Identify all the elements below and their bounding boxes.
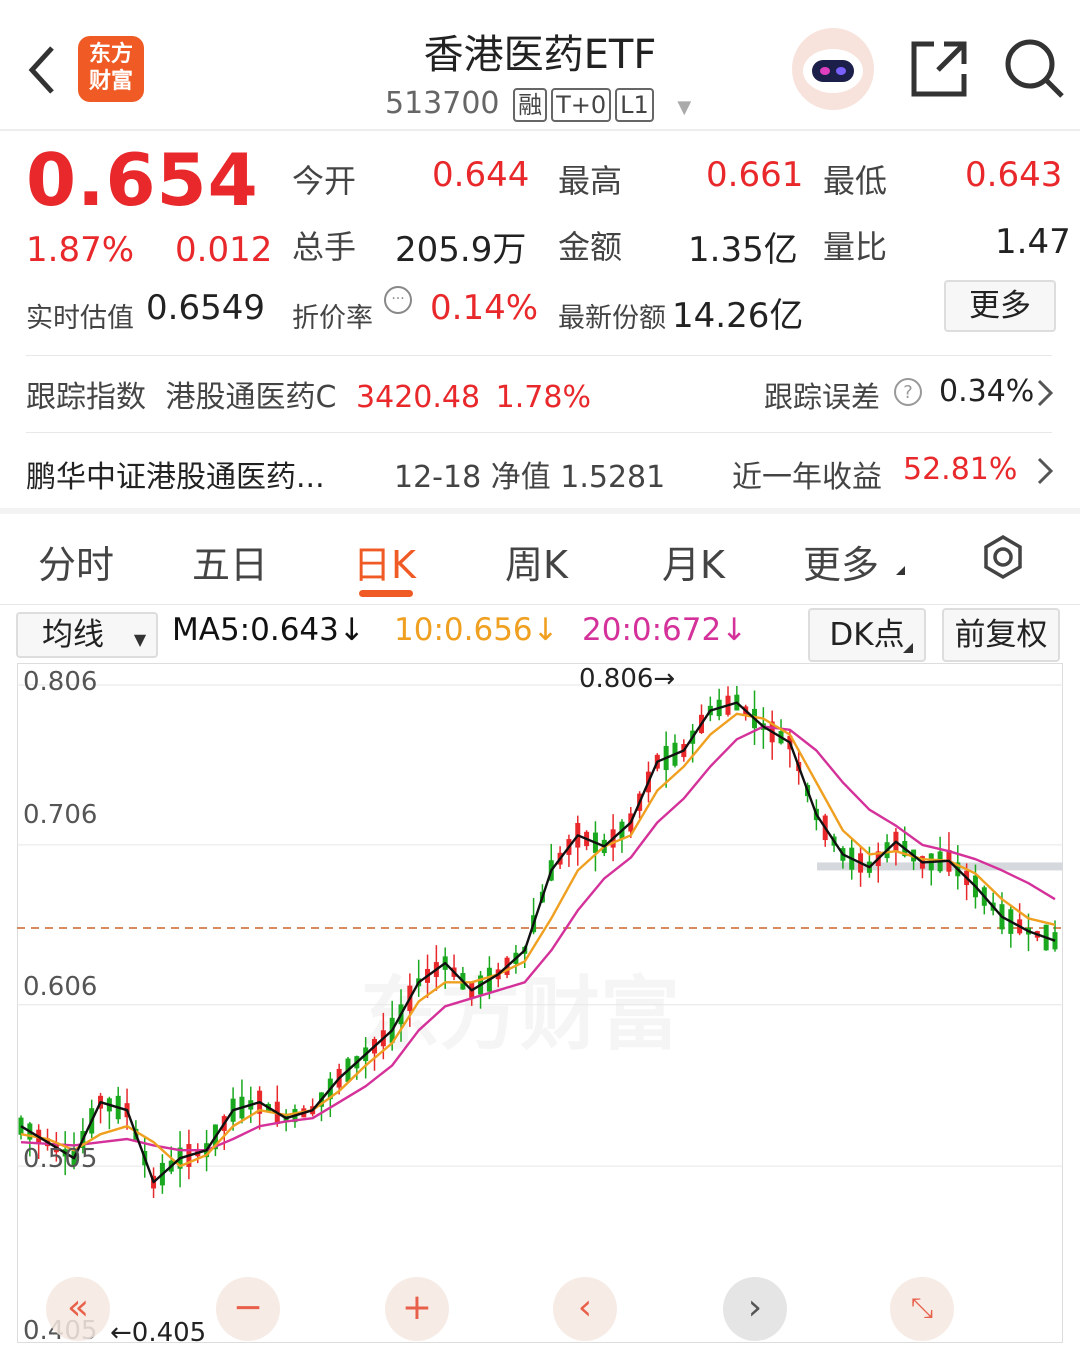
ma10-line <box>20 712 1056 1168</box>
zoom-out-icon[interactable]: − <box>216 1277 280 1341</box>
tracking-error-value: 0.34% <box>939 374 1035 409</box>
amount-label: 金额 <box>558 228 623 266</box>
iopv-label: 实时估值 <box>26 303 134 334</box>
tag-margin: 融 <box>513 88 548 122</box>
tracking-index: 港股通医药C <box>165 380 337 415</box>
zoom-in-icon[interactable]: + <box>385 1277 449 1341</box>
high-label: 最高 <box>558 162 623 200</box>
left-icon[interactable]: ‹ <box>553 1277 617 1341</box>
candlestick-chart[interactable] <box>17 663 1063 1343</box>
tab-more[interactable]: 更多 <box>803 543 880 587</box>
page-title: 香港医药ETF <box>423 32 657 78</box>
more-corner-icon <box>896 566 905 575</box>
max-price-marker: 0.806→ <box>579 664 676 694</box>
ma5-line <box>20 701 1056 1184</box>
back-icon[interactable] <box>22 40 62 100</box>
settings-icon[interactable] <box>980 534 1026 580</box>
fullscreen-icon[interactable]: ⤡ <box>890 1277 954 1341</box>
dropdown-icon: ▼ <box>133 630 147 649</box>
y-tick-label: 0.505 <box>23 1144 98 1174</box>
tab-intraday[interactable]: 分时 <box>38 543 115 587</box>
info-icon[interactable]: ··· <box>384 286 412 314</box>
ma20-legend: 20:0:672↓ <box>582 612 748 648</box>
low-value: 0.643 <box>965 155 1063 195</box>
tab-daily-k[interactable]: 日K <box>353 543 416 587</box>
shares-label: 最新份额 <box>558 303 666 334</box>
assistant-avatar[interactable] <box>792 28 874 110</box>
fund-return-value: 52.81% <box>903 452 1018 487</box>
section-gap <box>0 508 1080 514</box>
tab-weekly-k[interactable]: 周K <box>505 543 568 587</box>
adjust-button[interactable]: 前复权 <box>942 608 1060 662</box>
fund-name[interactable]: 鹏华中证港股通医药... <box>26 460 325 495</box>
change-pct: 1.87% <box>26 230 135 270</box>
discount-label: 折价率 <box>292 303 373 334</box>
discount-value: 0.14% <box>430 288 539 328</box>
search-icon[interactable] <box>1002 36 1068 102</box>
candle-body <box>18 1117 24 1135</box>
tracking-row[interactable]: 跟踪指数 港股通医药C 3420.48 1.78% <box>26 372 1056 416</box>
ma-selector-label: 均线 <box>42 617 104 653</box>
fund-nav: 12-18 净值 1.5281 <box>394 460 666 495</box>
help-icon[interactable]: ? <box>894 378 922 406</box>
tab-five-day[interactable]: 五日 <box>192 543 269 587</box>
fund-return-label: 近一年收益 <box>732 460 882 495</box>
tracking-label: 跟踪指数 <box>26 380 146 415</box>
share-icon[interactable] <box>908 38 970 100</box>
volume-label: 总手 <box>292 228 357 266</box>
divider-2 <box>26 432 1052 433</box>
ratio-label: 量比 <box>823 228 888 266</box>
volume-value: 205.9万 <box>395 230 527 270</box>
divider-3 <box>0 604 1080 605</box>
last-price: 0.654 <box>26 138 259 222</box>
change-value: 0.012 <box>175 230 273 270</box>
y-tick-label: 0.706 <box>23 800 98 830</box>
dk-point-label: DK点 <box>829 617 905 653</box>
shares-value: 14.26亿 <box>672 296 804 336</box>
chevron-right-icon[interactable] <box>1036 378 1054 408</box>
open-value: 0.644 <box>432 155 530 195</box>
logo-text: 东方财富 <box>88 42 133 94</box>
low-label: 最低 <box>823 162 888 200</box>
fund-code: 513700 <box>385 86 500 121</box>
high-value: 0.661 <box>706 155 804 195</box>
ratio-value: 1.47 <box>995 222 1071 262</box>
header-divider <box>0 129 1080 131</box>
tag-l1: L1 <box>615 88 654 122</box>
tracking-pct: 1.78% <box>495 380 591 415</box>
ma-selector[interactable]: 均线 ▼ <box>16 612 158 658</box>
ma10-legend: 10:0.656↓ <box>394 612 559 648</box>
chevron-right-icon[interactable] <box>1036 456 1054 486</box>
tab-monthly-k[interactable]: 月K <box>662 543 725 587</box>
more-button[interactable]: 更多 <box>944 280 1056 332</box>
ma20-line <box>20 725 1056 1152</box>
fund-code-row: 513700 融 T+0 L1 ▼ <box>385 86 691 122</box>
y-tick-label: 0.806 <box>23 667 98 697</box>
tracking-error-label: 跟踪误差 <box>764 380 881 414</box>
dropdown-icon[interactable]: ▼ <box>677 97 692 118</box>
open-label: 今开 <box>292 162 357 200</box>
chart-frame <box>17 663 1063 1343</box>
min-price-marker: ←0.405 <box>110 1318 207 1348</box>
tag-t0: T+0 <box>551 88 612 122</box>
y-tick-label: 0.606 <box>23 972 98 1002</box>
tracking-value: 3420.48 <box>356 380 481 415</box>
ma5-legend: MA5:0.643↓ <box>172 612 365 648</box>
active-tab-indicator <box>359 590 413 597</box>
double-left-icon[interactable]: « <box>46 1277 110 1341</box>
right-icon[interactable]: › <box>723 1277 787 1341</box>
divider-1 <box>26 355 1052 356</box>
eastmoney-logo: 东方财富 <box>78 36 144 102</box>
iopv-value: 0.6549 <box>146 288 265 328</box>
amount-value: 1.35亿 <box>688 230 798 270</box>
dk-point-button[interactable]: DK点 <box>808 608 926 662</box>
dk-corner-icon <box>903 643 913 653</box>
